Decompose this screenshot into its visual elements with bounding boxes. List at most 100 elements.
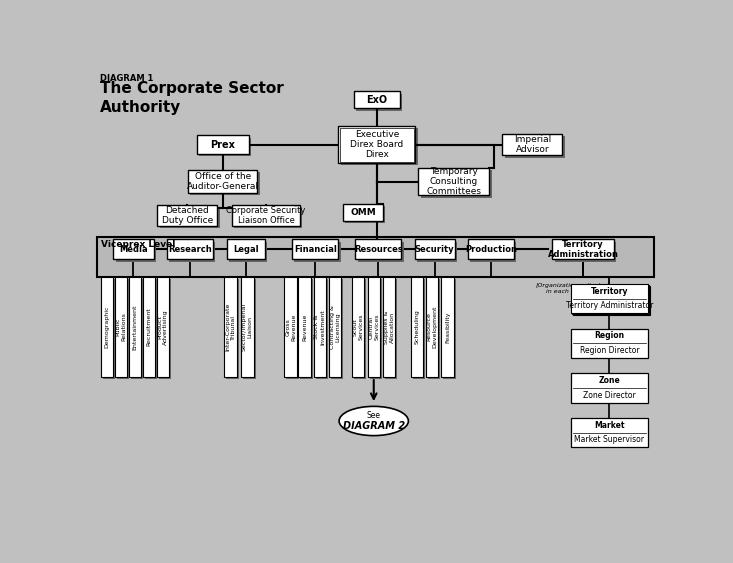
- FancyBboxPatch shape: [345, 206, 386, 223]
- Text: Zone Director: Zone Director: [583, 391, 636, 400]
- Text: Resource
Development: Resource Development: [427, 306, 438, 348]
- FancyBboxPatch shape: [356, 239, 402, 260]
- Text: Media: Media: [119, 245, 148, 254]
- FancyBboxPatch shape: [470, 242, 516, 262]
- FancyBboxPatch shape: [298, 277, 311, 377]
- Text: Executive
Direx Board
Direx: Executive Direx Board Direx: [350, 129, 403, 159]
- FancyBboxPatch shape: [235, 207, 302, 229]
- Text: Zone: Zone: [598, 376, 620, 385]
- Text: Market Supervisor: Market Supervisor: [575, 435, 644, 444]
- FancyBboxPatch shape: [158, 204, 218, 226]
- Text: Detached
Duty Office: Detached Duty Office: [162, 205, 213, 225]
- Ellipse shape: [339, 406, 408, 436]
- Text: Region Director: Region Director: [580, 346, 639, 355]
- FancyBboxPatch shape: [428, 279, 441, 379]
- FancyBboxPatch shape: [295, 242, 341, 262]
- FancyBboxPatch shape: [129, 277, 141, 377]
- FancyBboxPatch shape: [504, 136, 564, 158]
- FancyBboxPatch shape: [572, 286, 649, 315]
- FancyBboxPatch shape: [329, 277, 342, 377]
- Text: replicated
territory]: replicated territory]: [578, 283, 610, 294]
- Text: Territory: Territory: [591, 287, 628, 296]
- Text: Sector/Imperial
Liaison: Sector/Imperial Liaison: [242, 303, 253, 351]
- Text: Territory Administrator: Territory Administrator: [566, 301, 653, 310]
- Text: Stock &
Investment: Stock & Investment: [314, 309, 325, 345]
- FancyBboxPatch shape: [103, 279, 115, 379]
- FancyBboxPatch shape: [354, 91, 400, 108]
- FancyBboxPatch shape: [553, 239, 614, 260]
- FancyBboxPatch shape: [571, 373, 648, 403]
- FancyBboxPatch shape: [226, 239, 265, 260]
- FancyBboxPatch shape: [343, 204, 383, 221]
- FancyBboxPatch shape: [158, 279, 171, 379]
- FancyBboxPatch shape: [243, 279, 256, 379]
- Text: [Organization
in each: [Organization in each: [536, 283, 578, 294]
- Text: The Corporate Sector: The Corporate Sector: [100, 82, 284, 96]
- FancyBboxPatch shape: [144, 279, 157, 379]
- FancyBboxPatch shape: [117, 279, 129, 379]
- FancyBboxPatch shape: [226, 279, 239, 379]
- FancyBboxPatch shape: [160, 207, 220, 229]
- Text: Supplies &
Allocation: Supplies & Allocation: [384, 310, 394, 344]
- FancyBboxPatch shape: [229, 242, 268, 262]
- FancyBboxPatch shape: [224, 277, 237, 377]
- FancyBboxPatch shape: [572, 285, 649, 314]
- FancyBboxPatch shape: [502, 134, 562, 155]
- FancyBboxPatch shape: [555, 242, 616, 262]
- Text: See: See: [366, 411, 380, 420]
- Text: Office of the
Auditor-General: Office of the Auditor-General: [187, 172, 259, 191]
- FancyBboxPatch shape: [441, 277, 454, 377]
- FancyBboxPatch shape: [169, 242, 215, 262]
- Text: Product
Advertising: Product Advertising: [158, 309, 168, 345]
- Text: Region: Region: [594, 332, 625, 341]
- Text: Authority: Authority: [100, 100, 181, 115]
- FancyBboxPatch shape: [166, 239, 213, 260]
- FancyBboxPatch shape: [354, 279, 366, 379]
- Text: Gross
Revenue: Gross Revenue: [285, 314, 296, 341]
- Text: Public
Relations: Public Relations: [116, 312, 127, 342]
- FancyBboxPatch shape: [287, 279, 298, 379]
- Text: Resources: Resources: [354, 245, 402, 254]
- Text: Recruitment: Recruitment: [147, 307, 152, 346]
- FancyBboxPatch shape: [196, 135, 249, 154]
- FancyBboxPatch shape: [199, 137, 251, 156]
- Text: Temporary
Consulting
Committees: Temporary Consulting Committees: [427, 167, 482, 196]
- FancyBboxPatch shape: [352, 277, 364, 377]
- FancyBboxPatch shape: [410, 277, 423, 377]
- Text: Financial: Financial: [294, 245, 336, 254]
- FancyBboxPatch shape: [341, 128, 418, 166]
- FancyBboxPatch shape: [101, 277, 114, 377]
- FancyBboxPatch shape: [421, 170, 492, 198]
- FancyBboxPatch shape: [301, 279, 312, 379]
- Text: Entertainment: Entertainment: [133, 304, 138, 350]
- FancyBboxPatch shape: [284, 277, 297, 377]
- FancyBboxPatch shape: [331, 279, 343, 379]
- FancyBboxPatch shape: [143, 277, 155, 377]
- Text: Revenue: Revenue: [302, 314, 307, 341]
- Text: Legal: Legal: [233, 245, 259, 254]
- FancyBboxPatch shape: [115, 277, 128, 377]
- Text: Scheduling: Scheduling: [414, 310, 419, 345]
- FancyBboxPatch shape: [426, 277, 438, 377]
- FancyBboxPatch shape: [292, 239, 339, 260]
- Text: Contracting &
Licensing: Contracting & Licensing: [330, 305, 341, 349]
- FancyBboxPatch shape: [130, 279, 143, 379]
- Text: Production: Production: [465, 245, 517, 254]
- Text: ExO: ExO: [366, 95, 387, 105]
- FancyBboxPatch shape: [114, 239, 153, 260]
- Text: OMM: OMM: [350, 208, 376, 217]
- FancyBboxPatch shape: [468, 239, 514, 260]
- Text: Feasibility: Feasibility: [445, 311, 450, 343]
- Text: Imperial
Advisor: Imperial Advisor: [514, 135, 551, 154]
- FancyBboxPatch shape: [571, 418, 648, 447]
- FancyBboxPatch shape: [571, 284, 648, 313]
- Text: Scout
Services: Scout Services: [353, 314, 364, 340]
- FancyBboxPatch shape: [191, 172, 259, 195]
- FancyBboxPatch shape: [157, 277, 169, 377]
- Text: Research: Research: [168, 245, 212, 254]
- Text: Viceprex Level: Viceprex Level: [101, 240, 175, 249]
- Text: DIAGRAM 2: DIAGRAM 2: [342, 421, 405, 431]
- Text: Security: Security: [415, 245, 454, 254]
- FancyBboxPatch shape: [369, 279, 382, 379]
- FancyBboxPatch shape: [358, 242, 404, 262]
